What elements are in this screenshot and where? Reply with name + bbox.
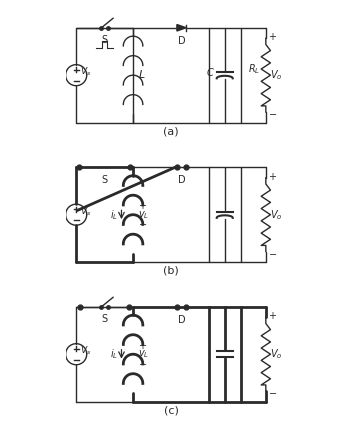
Text: $-$: $-$ xyxy=(268,108,277,118)
Text: $V_o$: $V_o$ xyxy=(271,68,283,82)
Text: $V_s$: $V_s$ xyxy=(80,205,92,218)
Text: S: S xyxy=(102,35,108,45)
Text: (b): (b) xyxy=(163,266,179,276)
Text: D: D xyxy=(178,175,185,185)
Text: $R_L$: $R_L$ xyxy=(248,62,260,76)
Text: +: + xyxy=(138,341,146,351)
Text: S: S xyxy=(102,175,108,185)
Text: $V_s$: $V_s$ xyxy=(80,345,92,358)
Text: S: S xyxy=(102,314,108,324)
Text: $v_L$: $v_L$ xyxy=(138,209,149,221)
Text: +: + xyxy=(268,32,276,42)
Text: $v_L$: $v_L$ xyxy=(138,348,149,360)
Text: C: C xyxy=(206,68,213,78)
Text: +: + xyxy=(268,172,276,182)
Text: +: + xyxy=(138,201,146,211)
Text: $-$: $-$ xyxy=(268,387,277,397)
Text: +: + xyxy=(268,311,276,321)
Text: $i_L$: $i_L$ xyxy=(110,208,118,221)
Text: $V_o$: $V_o$ xyxy=(271,347,283,361)
Text: (c): (c) xyxy=(163,405,179,416)
Text: $i_L$: $i_L$ xyxy=(110,347,118,361)
Text: $V_o$: $V_o$ xyxy=(271,208,283,221)
Text: D: D xyxy=(178,315,185,325)
Text: $-$: $-$ xyxy=(268,248,277,258)
Text: (a): (a) xyxy=(163,126,179,136)
Text: $V_s$: $V_s$ xyxy=(80,66,92,78)
Text: D: D xyxy=(178,36,185,46)
Text: $-$: $-$ xyxy=(138,218,147,228)
Text: L: L xyxy=(138,70,145,80)
Polygon shape xyxy=(177,24,186,31)
Text: $-$: $-$ xyxy=(138,358,147,368)
